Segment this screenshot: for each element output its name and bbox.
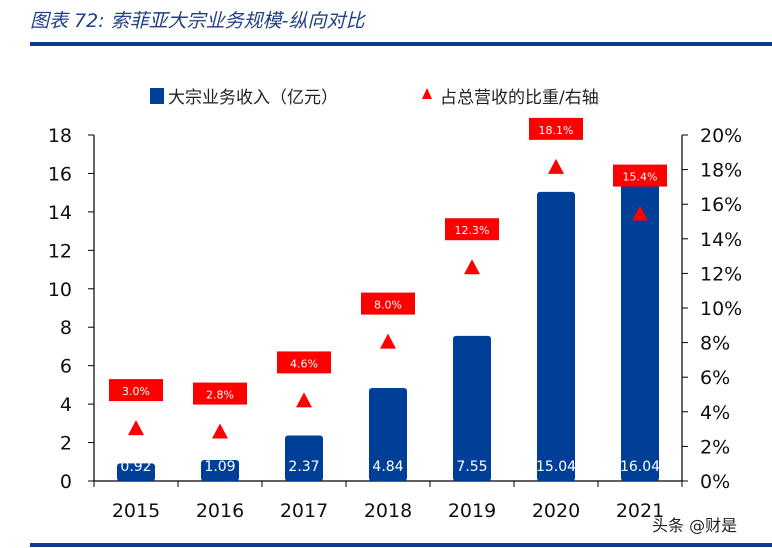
right-tick-label: 20% bbox=[700, 125, 742, 147]
ratio-marker bbox=[212, 423, 228, 439]
bar bbox=[201, 460, 239, 481]
legend-marker-label: 占总营收的比重/右轴 bbox=[440, 88, 599, 108]
legend-bar-label: 大宗业务收入（亿元） bbox=[168, 88, 338, 108]
left-tick-label: 10 bbox=[48, 279, 72, 301]
bar bbox=[285, 435, 323, 481]
x-tick-label: 2020 bbox=[532, 500, 580, 522]
ratio-marker bbox=[296, 392, 312, 408]
ratio-label-box bbox=[613, 164, 667, 187]
watermark: 头条 @财是 bbox=[652, 516, 738, 535]
left-tick-label: 12 bbox=[48, 240, 72, 262]
bar-value-label: 7.55 bbox=[456, 459, 487, 475]
ratio-marker bbox=[380, 333, 396, 349]
left-tick-label: 6 bbox=[60, 356, 72, 378]
left-tick-label: 8 bbox=[60, 317, 72, 339]
x-tick-label: 2019 bbox=[448, 500, 496, 522]
bar-value-label: 16.04 bbox=[620, 459, 660, 475]
bar bbox=[117, 463, 155, 481]
bottom-divider bbox=[30, 543, 772, 547]
ratio-label: 4.6% bbox=[290, 357, 318, 370]
legend-marker-swatch bbox=[422, 88, 432, 99]
bar-value-label: 1.09 bbox=[204, 459, 235, 475]
left-tick-label: 18 bbox=[48, 125, 72, 147]
x-tick-label: 2017 bbox=[280, 500, 328, 522]
bar bbox=[453, 335, 491, 481]
top-divider bbox=[30, 42, 772, 46]
ratio-marker bbox=[464, 259, 480, 275]
bar-value-label: 0.92 bbox=[120, 459, 151, 475]
left-tick-label: 4 bbox=[60, 394, 72, 416]
ratio-label: 15.4% bbox=[623, 171, 658, 184]
ratio-label: 3.0% bbox=[122, 385, 150, 398]
right-tick-label: 16% bbox=[700, 194, 742, 216]
ratio-label-box bbox=[361, 292, 415, 315]
right-tick-label: 12% bbox=[700, 263, 742, 285]
right-tick-label: 18% bbox=[700, 160, 742, 182]
ratio-label: 18.1% bbox=[539, 124, 574, 137]
ratio-label-box bbox=[193, 382, 247, 405]
bar-value-label: 4.84 bbox=[372, 459, 403, 475]
ratio-marker bbox=[128, 420, 144, 436]
right-tick-label: 4% bbox=[700, 402, 730, 424]
ratio-label-box bbox=[109, 379, 163, 402]
legend-bar-swatch bbox=[150, 88, 164, 104]
bar bbox=[537, 191, 575, 482]
figure-title: 图表 72: 索菲亚大宗业务规模-纵向对比 bbox=[30, 10, 365, 32]
ratio-marker bbox=[548, 158, 564, 174]
right-tick-label: 8% bbox=[700, 333, 730, 355]
x-tick-label: 2018 bbox=[364, 500, 412, 522]
ratio-label-box bbox=[529, 117, 583, 140]
right-tick-label: 0% bbox=[700, 471, 730, 493]
bar bbox=[621, 172, 659, 482]
left-tick-label: 14 bbox=[48, 202, 72, 224]
x-tick-label: 2015 bbox=[112, 500, 160, 522]
ratio-label: 2.8% bbox=[206, 389, 234, 402]
right-tick-label: 6% bbox=[700, 367, 730, 389]
bar-value-label: 15.04 bbox=[536, 459, 576, 475]
ratio-label-box bbox=[277, 351, 331, 374]
left-tick-label: 16 bbox=[48, 163, 72, 185]
left-tick-label: 2 bbox=[60, 433, 72, 455]
right-tick-label: 2% bbox=[700, 436, 730, 458]
x-tick-label: 2016 bbox=[196, 500, 244, 522]
ratio-label-box bbox=[445, 218, 499, 241]
ratio-label: 12.3% bbox=[455, 224, 490, 237]
bar-value-label: 2.37 bbox=[288, 459, 319, 475]
bar bbox=[369, 387, 407, 481]
right-tick-label: 10% bbox=[700, 298, 742, 320]
right-tick-label: 14% bbox=[700, 229, 742, 251]
left-tick-label: 0 bbox=[60, 471, 72, 493]
ratio-marker bbox=[632, 205, 648, 221]
ratio-label: 8.0% bbox=[374, 299, 402, 312]
x-tick-label: 2021 bbox=[616, 500, 664, 522]
